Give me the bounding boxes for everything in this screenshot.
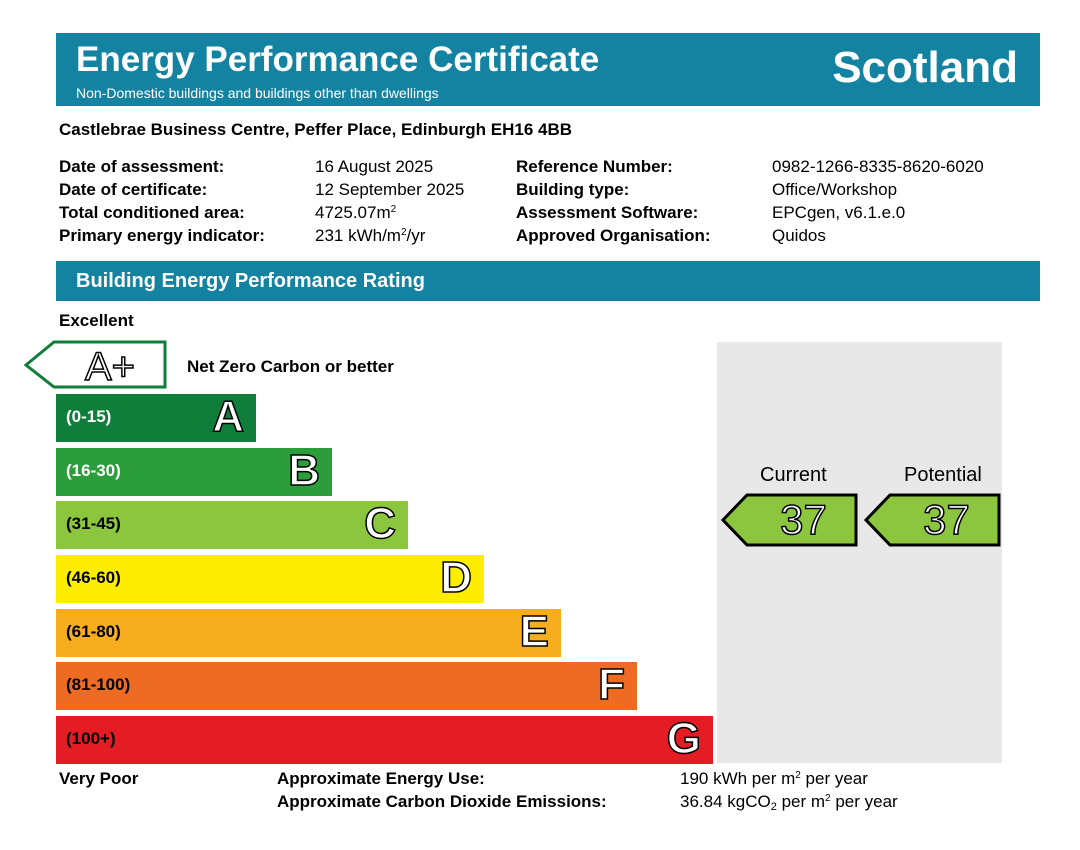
certificate-subtitle: Non-Domestic buildings and buildings oth…: [76, 85, 439, 101]
co2-suffix: per year: [830, 792, 898, 811]
assessment-date-value: 16 August 2025: [315, 157, 434, 176]
potential-rating-value: 37: [922, 496, 970, 543]
co2-emissions-value: 36.84 kgCO2 per m2 per year: [680, 790, 898, 813]
co2-sub: 2: [770, 801, 777, 813]
co2-emissions-label: Approximate Carbon Dioxide Emissions:: [277, 792, 607, 811]
current-arrow-polygon: [721, 493, 858, 547]
scale-top-label: Excellent: [59, 311, 134, 330]
details-left-labels: Date of assessment: Date of certificate:…: [59, 155, 265, 247]
band-c-range: (31-45): [66, 514, 121, 533]
band-c: (31-45) C: [56, 501, 408, 549]
energy-use-value: 190 kWh per m2 per year: [680, 767, 898, 790]
header-banner: Energy Performance Certificate Non-Domes…: [56, 33, 1040, 106]
details-left-values: 16 August 2025 12 September 2025 4725.07…: [315, 155, 464, 247]
property-address: Castlebrae Business Centre, Peffer Place…: [59, 120, 573, 139]
band-d: (46-60) D: [56, 555, 484, 603]
energy-indicator-value: 231 kWh/m2/yr: [315, 224, 464, 247]
band-f-letter: F: [597, 660, 625, 709]
band-a-letter: A: [211, 392, 244, 441]
potential-arrow-polygon: [864, 493, 1001, 547]
certificate-title: Energy Performance Certificate: [76, 40, 600, 79]
band-b-letter: B: [287, 446, 320, 495]
aplus-arrow-shape: [24, 340, 167, 389]
band-c-letter: C: [363, 499, 396, 548]
band-e-range: (61-80): [66, 622, 121, 641]
current-rating-value: 37: [779, 496, 827, 543]
band-g: (100+) G: [56, 716, 713, 764]
energy-use-number: 190 kWh per m: [680, 769, 796, 788]
reference-label: Reference Number:: [516, 157, 673, 176]
usage-values: 190 kWh per m2 per year 36.84 kgCO2 per …: [680, 767, 898, 813]
band-b-range: (16-30): [66, 461, 121, 480]
band-d-range: (46-60): [66, 568, 121, 587]
area-value: 4725.07m2: [315, 201, 464, 224]
energy-indicator-suffix: /yr: [406, 226, 426, 245]
software-label: Assessment Software:: [516, 203, 699, 222]
energy-indicator-number: 231 kWh/m: [315, 226, 401, 245]
co2-mid: per m: [776, 792, 826, 811]
band-d-letter: D: [439, 553, 472, 602]
band-e: (61-80) E: [56, 609, 561, 657]
scale-bottom-label: Very Poor: [59, 769, 139, 788]
band-f-range: (81-100): [66, 675, 131, 694]
building-type-value: Office/Workshop: [772, 180, 898, 199]
aplus-description: Net Zero Carbon or better: [187, 357, 394, 376]
potential-rating-arrow: 37: [864, 493, 1001, 547]
energy-use-label: Approximate Energy Use:: [277, 769, 485, 788]
current-arrow-shape: [721, 493, 858, 547]
band-g-letter: G: [666, 714, 702, 763]
aplus-arrow: A+: [24, 340, 167, 390]
building-type-label: Building type:: [516, 180, 630, 199]
area-label: Total conditioned area:: [59, 203, 245, 222]
band-f: (81-100) F: [56, 662, 637, 710]
certificate-date-label: Date of certificate:: [59, 180, 208, 199]
band-g-range: (100+): [66, 729, 116, 748]
certificate-date-value: 12 September 2025: [315, 180, 465, 199]
rating-indicator-panel: [717, 342, 1002, 763]
rating-section-title: Building Energy Performance Rating: [76, 270, 425, 292]
co2-number: 36.84 kgCO: [680, 792, 771, 811]
energy-indicator-label: Primary energy indicator:: [59, 226, 265, 245]
energy-use-suffix: per year: [800, 769, 868, 788]
band-a: (0-15) A: [56, 394, 256, 442]
current-heading: Current: [760, 464, 827, 486]
area-sup: 2: [390, 204, 397, 215]
region-label: Scotland: [832, 43, 1018, 92]
reference-value: 0982-1266-8335-8620-6020: [772, 157, 984, 176]
band-a-range: (0-15): [66, 407, 112, 426]
energy-use-sup: 2: [795, 770, 801, 781]
current-rating-arrow: 37: [721, 493, 858, 547]
area-number: 4725.07m: [315, 203, 391, 222]
software-value: EPCgen, v6.1.e.0: [772, 203, 906, 222]
rating-section-header: Building Energy Performance Rating: [56, 261, 1040, 301]
potential-heading: Potential: [904, 464, 982, 486]
usage-labels: Approximate Energy Use: Approximate Carb…: [277, 767, 607, 813]
band-e-letter: E: [519, 607, 550, 656]
energy-indicator-sup: 2: [400, 227, 407, 238]
details-right-values: 0982-1266-8335-8620-6020 Office/Workshop…: [772, 155, 984, 247]
organisation-value: Quidos: [772, 226, 826, 245]
organisation-label: Approved Organisation:: [516, 226, 711, 245]
potential-arrow-shape: [864, 493, 1001, 547]
assessment-date-label: Date of assessment:: [59, 157, 225, 176]
aplus-letter: A+: [85, 345, 135, 389]
details-right-labels: Reference Number: Building type: Assessm…: [516, 155, 711, 247]
band-b: (16-30) B: [56, 448, 332, 496]
co2-sup: 2: [825, 793, 831, 804]
